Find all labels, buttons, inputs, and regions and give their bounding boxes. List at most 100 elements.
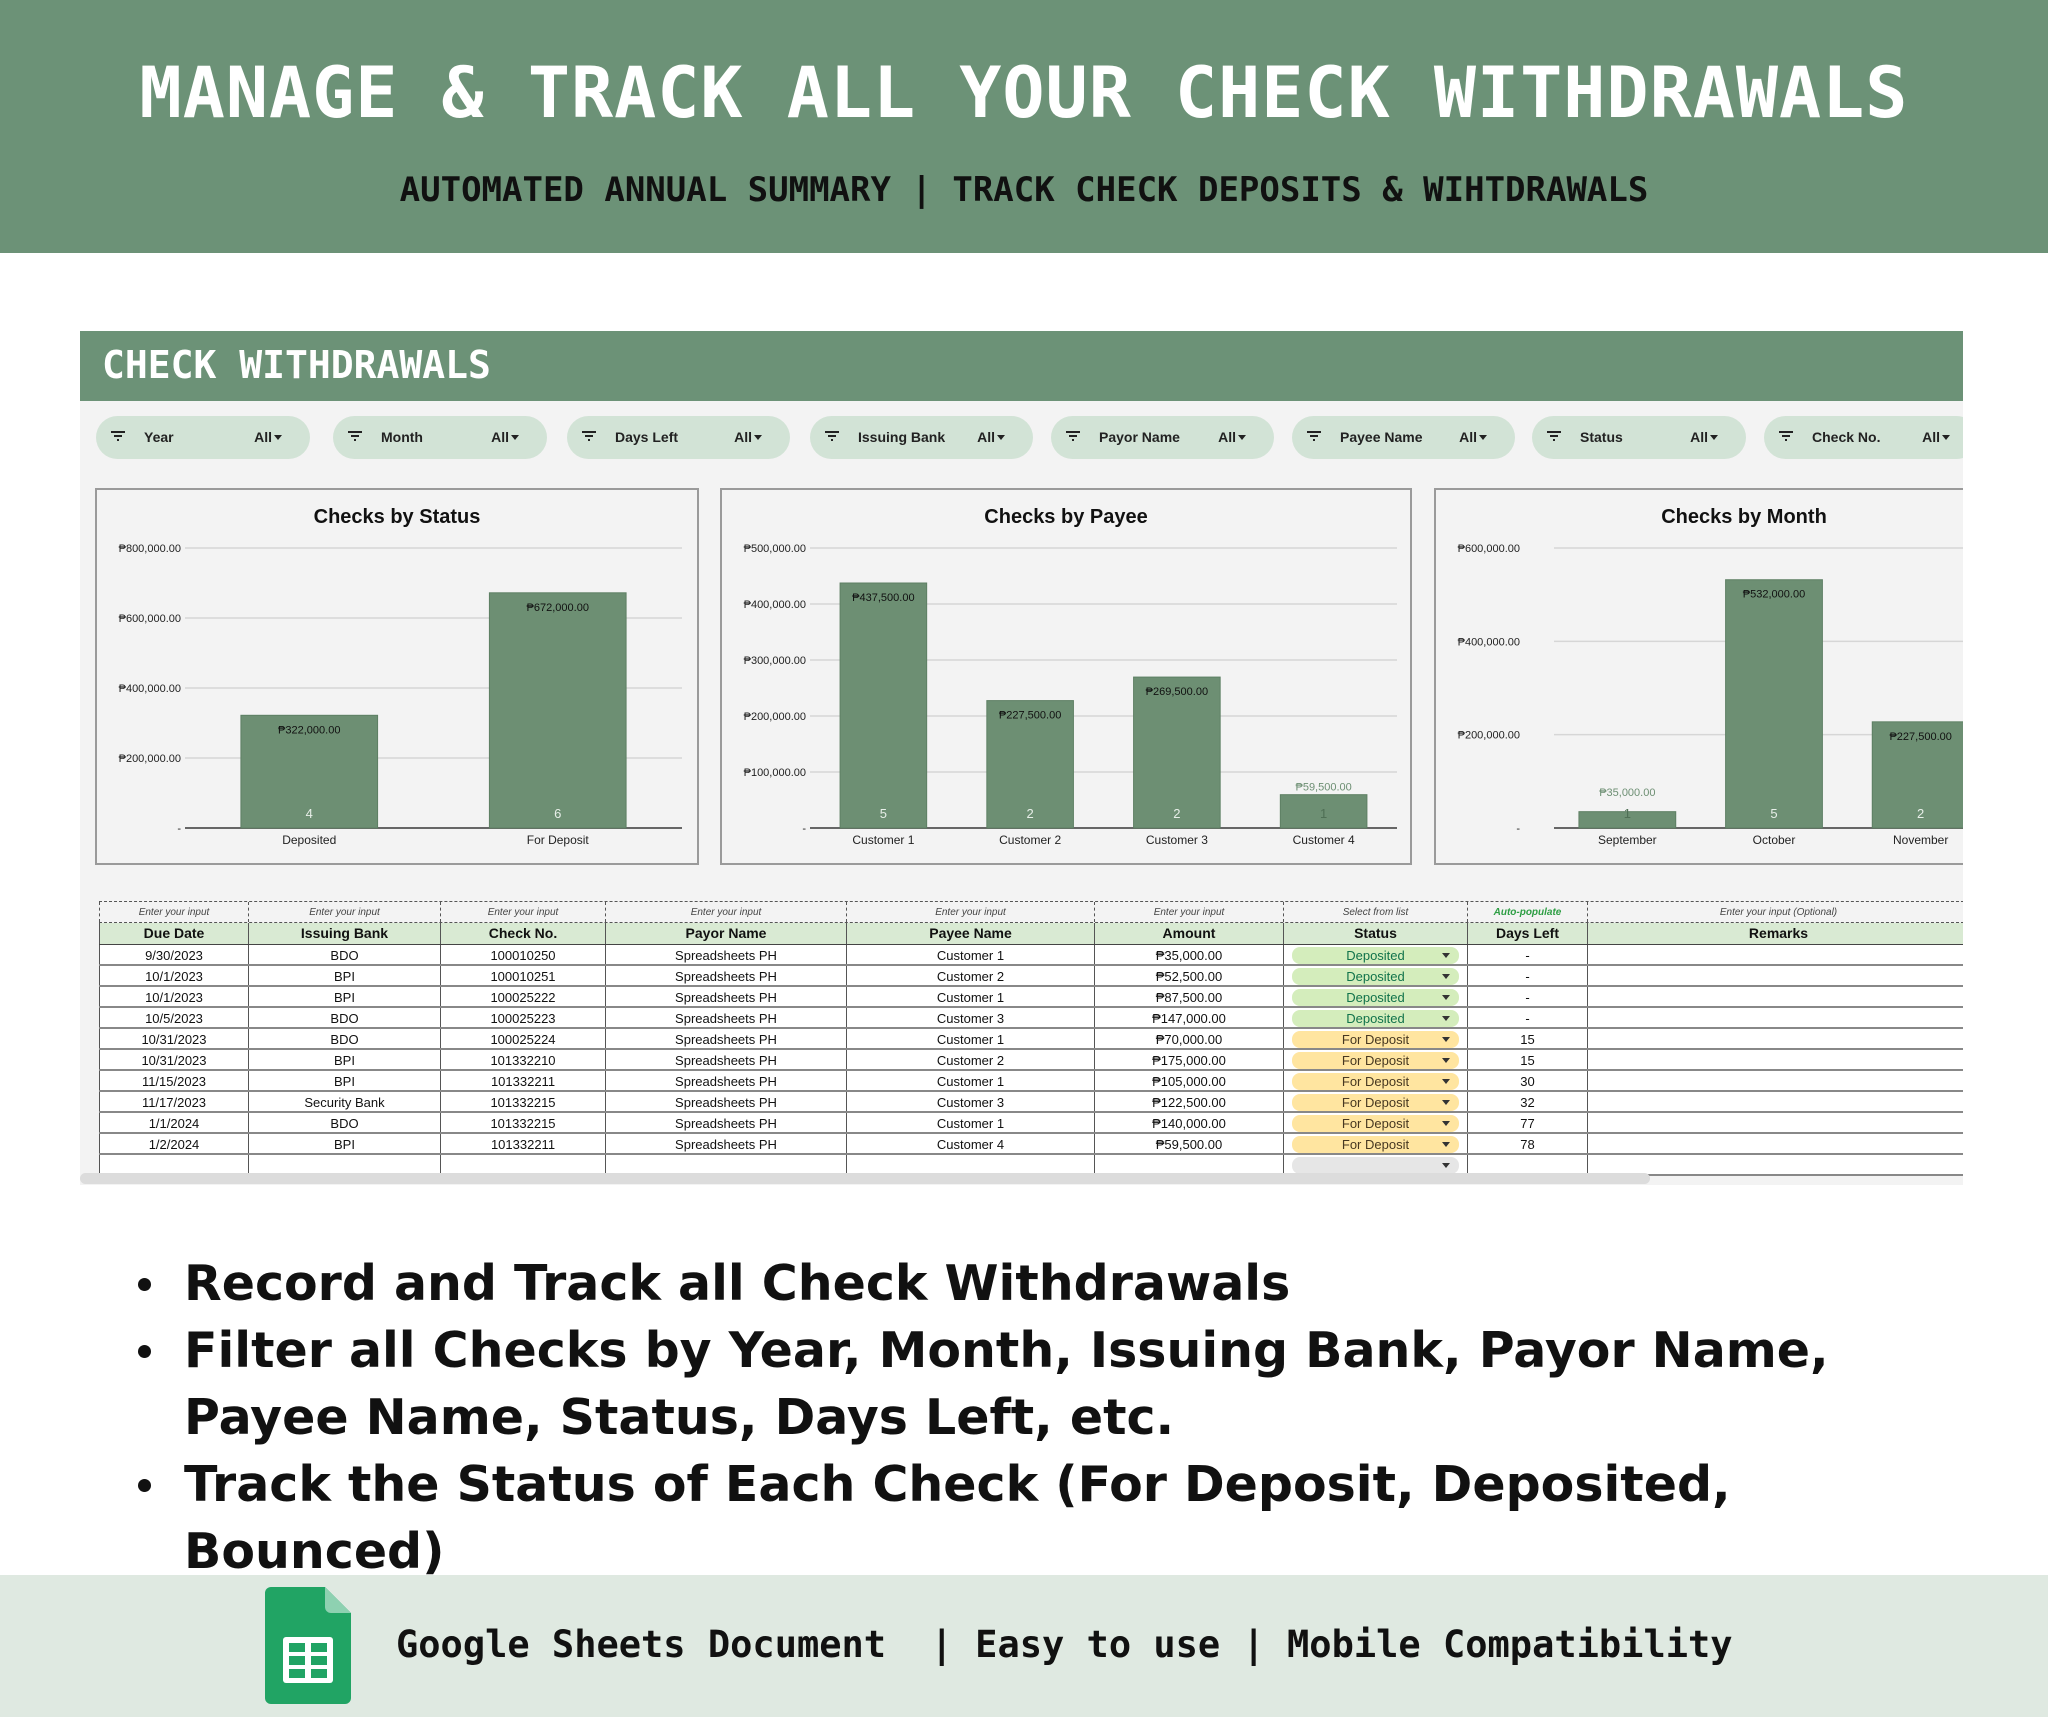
cell-days-left[interactable]: - xyxy=(1467,945,1587,964)
status-dropdown[interactable]: For Deposit xyxy=(1292,1136,1459,1153)
cell-remarks[interactable] xyxy=(1587,1029,1963,1048)
cell-due-date[interactable]: 10/1/2023 xyxy=(99,966,248,985)
cell-check-no[interactable]: 101332211 xyxy=(440,1134,605,1153)
cell-due-date[interactable]: 11/15/2023 xyxy=(99,1071,248,1090)
cell-check-no[interactable]: 101332210 xyxy=(440,1050,605,1069)
status-dropdown[interactable]: Deposited xyxy=(1292,947,1459,964)
cell-status[interactable]: For Deposit xyxy=(1283,1071,1467,1090)
filter-year[interactable]: Year All xyxy=(96,416,310,459)
cell-due-date[interactable]: 1/2/2024 xyxy=(99,1134,248,1153)
cell-issuing-bank[interactable]: BPI xyxy=(248,987,440,1006)
status-dropdown[interactable]: For Deposit xyxy=(1292,1115,1459,1132)
cell-payee-name[interactable]: Customer 2 xyxy=(846,1050,1094,1069)
cell-status[interactable]: For Deposit xyxy=(1283,1134,1467,1153)
cell-amount[interactable]: ₱87,500.00 xyxy=(1094,987,1283,1006)
cell-days-left[interactable]: - xyxy=(1467,966,1587,985)
cell-remarks[interactable] xyxy=(1587,945,1963,964)
cell-days-left[interactable]: 30 xyxy=(1467,1071,1587,1090)
cell-status[interactable]: Deposited xyxy=(1283,1008,1467,1027)
cell-days-left[interactable]: - xyxy=(1467,1008,1587,1027)
cell-remarks[interactable] xyxy=(1587,1092,1963,1111)
cell-remarks[interactable] xyxy=(1587,1134,1963,1153)
cell-remarks[interactable] xyxy=(1587,1050,1963,1069)
empty-cell[interactable] xyxy=(440,1155,605,1174)
cell-check-no[interactable]: 100025224 xyxy=(440,1029,605,1048)
cell-check-no[interactable]: 100010250 xyxy=(440,945,605,964)
cell-status[interactable]: For Deposit xyxy=(1283,1113,1467,1132)
cell-amount[interactable]: ₱52,500.00 xyxy=(1094,966,1283,985)
cell-issuing-bank[interactable]: BPI xyxy=(248,1050,440,1069)
status-dropdown[interactable]: For Deposit xyxy=(1292,1094,1459,1111)
cell-remarks[interactable] xyxy=(1587,1113,1963,1132)
cell-status[interactable]: For Deposit xyxy=(1283,1050,1467,1069)
cell-payee-name[interactable]: Customer 1 xyxy=(846,945,1094,964)
cell-payee-name[interactable]: Customer 1 xyxy=(846,1071,1094,1090)
cell-status[interactable]: Deposited xyxy=(1283,987,1467,1006)
cell-payor-name[interactable]: Spreadsheets PH xyxy=(605,1071,846,1090)
cell-issuing-bank[interactable]: BDO xyxy=(248,1113,440,1132)
cell-payor-name[interactable]: Spreadsheets PH xyxy=(605,966,846,985)
cell-amount[interactable]: ₱105,000.00 xyxy=(1094,1071,1283,1090)
cell-check-no[interactable]: 100010251 xyxy=(440,966,605,985)
status-dropdown[interactable]: For Deposit xyxy=(1292,1031,1459,1048)
cell-amount[interactable]: ₱147,000.00 xyxy=(1094,1008,1283,1027)
cell-amount[interactable]: ₱175,000.00 xyxy=(1094,1050,1283,1069)
cell-days-left[interactable]: 77 xyxy=(1467,1113,1587,1132)
cell-payor-name[interactable]: Spreadsheets PH xyxy=(605,1092,846,1111)
cell-due-date[interactable]: 10/31/2023 xyxy=(99,1050,248,1069)
cell-payor-name[interactable]: Spreadsheets PH xyxy=(605,1050,846,1069)
cell-status[interactable]: For Deposit xyxy=(1283,1092,1467,1111)
cell-remarks[interactable] xyxy=(1587,1071,1963,1090)
cell-amount[interactable]: ₱59,500.00 xyxy=(1094,1134,1283,1153)
status-dropdown[interactable]: Deposited xyxy=(1292,1010,1459,1027)
horizontal-scrollbar[interactable] xyxy=(80,1173,1650,1184)
status-dropdown[interactable] xyxy=(1292,1157,1459,1174)
status-dropdown[interactable]: For Deposit xyxy=(1292,1073,1459,1090)
cell-payor-name[interactable]: Spreadsheets PH xyxy=(605,1134,846,1153)
cell-payee-name[interactable]: Customer 3 xyxy=(846,1008,1094,1027)
cell-days-left[interactable]: 32 xyxy=(1467,1092,1587,1111)
cell-status[interactable]: Deposited xyxy=(1283,966,1467,985)
cell-due-date[interactable]: 10/31/2023 xyxy=(99,1029,248,1048)
cell-issuing-bank[interactable]: Security Bank xyxy=(248,1092,440,1111)
cell-payor-name[interactable]: Spreadsheets PH xyxy=(605,1113,846,1132)
cell-remarks[interactable] xyxy=(1587,1008,1963,1027)
cell-check-no[interactable]: 101332215 xyxy=(440,1113,605,1132)
cell-issuing-bank[interactable]: BDO xyxy=(248,945,440,964)
cell-remarks[interactable] xyxy=(1587,966,1963,985)
cell-due-date[interactable]: 10/5/2023 xyxy=(99,1008,248,1027)
cell-issuing-bank[interactable]: BDO xyxy=(248,1029,440,1048)
cell-days-left[interactable]: 15 xyxy=(1467,1050,1587,1069)
cell-check-no[interactable]: 100025223 xyxy=(440,1008,605,1027)
cell-days-left[interactable]: - xyxy=(1467,987,1587,1006)
cell-issuing-bank[interactable]: BDO xyxy=(248,1008,440,1027)
empty-cell[interactable] xyxy=(1094,1155,1283,1174)
cell-due-date[interactable]: 9/30/2023 xyxy=(99,945,248,964)
cell-issuing-bank[interactable]: BPI xyxy=(248,1071,440,1090)
cell-due-date[interactable]: 11/17/2023 xyxy=(99,1092,248,1111)
status-dropdown[interactable]: Deposited xyxy=(1292,968,1459,985)
cell-days-left[interactable]: 78 xyxy=(1467,1134,1587,1153)
cell-amount[interactable]: ₱35,000.00 xyxy=(1094,945,1283,964)
filter-payee-name[interactable]: Payee Name All xyxy=(1292,416,1515,459)
cell-payor-name[interactable]: Spreadsheets PH xyxy=(605,987,846,1006)
cell-check-no[interactable]: 100025222 xyxy=(440,987,605,1006)
cell-amount[interactable]: ₱122,500.00 xyxy=(1094,1092,1283,1111)
empty-cell[interactable] xyxy=(248,1155,440,1174)
cell-remarks[interactable] xyxy=(1587,987,1963,1006)
empty-cell[interactable] xyxy=(1283,1155,1467,1174)
cell-due-date[interactable]: 10/1/2023 xyxy=(99,987,248,1006)
cell-payee-name[interactable]: Customer 1 xyxy=(846,1113,1094,1132)
cell-payor-name[interactable]: Spreadsheets PH xyxy=(605,945,846,964)
empty-cell[interactable] xyxy=(846,1155,1094,1174)
cell-issuing-bank[interactable]: BPI xyxy=(248,966,440,985)
cell-payor-name[interactable]: Spreadsheets PH xyxy=(605,1029,846,1048)
cell-amount[interactable]: ₱70,000.00 xyxy=(1094,1029,1283,1048)
cell-issuing-bank[interactable]: BPI xyxy=(248,1134,440,1153)
empty-cell[interactable] xyxy=(1587,1155,1963,1174)
cell-payee-name[interactable]: Customer 1 xyxy=(846,987,1094,1006)
cell-payee-name[interactable]: Customer 4 xyxy=(846,1134,1094,1153)
filter-payor-name[interactable]: Payor Name All xyxy=(1051,416,1274,459)
cell-status[interactable]: Deposited xyxy=(1283,945,1467,964)
cell-payee-name[interactable]: Customer 1 xyxy=(846,1029,1094,1048)
